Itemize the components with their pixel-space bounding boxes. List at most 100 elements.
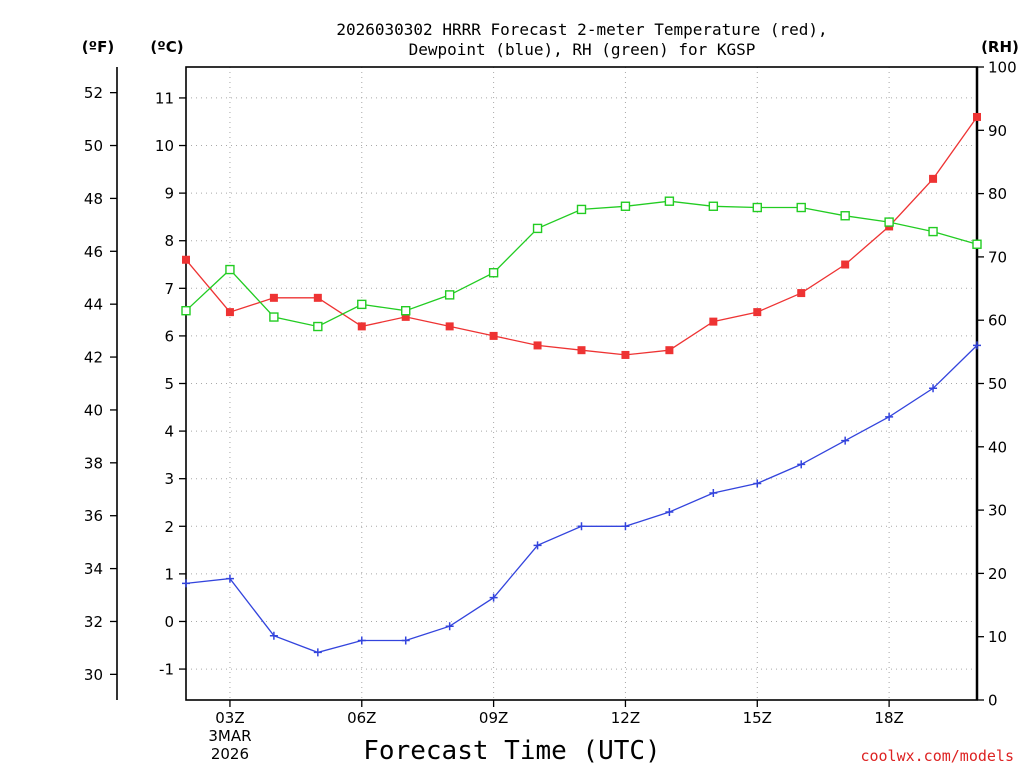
dewpoint-point	[577, 522, 586, 531]
temperature-point	[841, 260, 850, 269]
celsius-tick-label: 2	[164, 518, 174, 536]
gridlines	[186, 67, 977, 700]
dewpoint-point	[533, 541, 542, 550]
rh-tick-label: 50	[988, 375, 1007, 393]
rh-tick-label: 0	[988, 692, 998, 710]
dewpoint-point	[665, 508, 674, 517]
temperature-point	[973, 112, 981, 121]
dewpoint-point	[753, 479, 762, 488]
dewpoint-line	[185, 344, 978, 654]
rh-tick-label: 70	[988, 248, 1007, 266]
x-tick-sublabel: 3MAR	[208, 727, 251, 745]
dewpoint-point	[401, 636, 410, 645]
x-axis-label: Forecast Time (UTC)	[363, 736, 660, 766]
fahrenheit-unit-label: (ºF)	[82, 38, 114, 56]
fahrenheit-tick-label: 42	[84, 349, 103, 367]
dewpoint-point	[709, 488, 718, 497]
temperature-point	[357, 322, 366, 331]
temperature-point	[445, 322, 454, 331]
celsius-tick-label: -1	[159, 661, 174, 679]
fahrenheit-tick-label: 48	[84, 190, 103, 208]
celsius-tick-label: 8	[164, 232, 174, 250]
celsius-tick-label: 0	[164, 613, 174, 631]
x-tick-sublabel: 2026	[211, 745, 249, 763]
fahrenheit-tick-label: 44	[84, 296, 103, 314]
rh-point	[884, 217, 894, 227]
temperature-point	[753, 308, 762, 317]
celsius-unit-label: (ºC)	[150, 38, 183, 56]
dewpoint-point	[357, 636, 366, 645]
axes: 303234363840424446485052-101234567891011…	[84, 59, 1017, 764]
dewpoint-series	[182, 341, 981, 657]
rh-tick-label: 100	[988, 59, 1017, 77]
dewpoint-point	[885, 412, 894, 421]
celsius-tick-label: 11	[155, 89, 174, 107]
rh-series	[181, 196, 982, 332]
dewpoint-point	[445, 622, 454, 631]
celsius-tick-label: 10	[155, 137, 174, 155]
fahrenheit-tick-label: 34	[84, 560, 103, 578]
rh-unit-label: (RH)	[981, 38, 1019, 56]
fahrenheit-tick-label: 32	[84, 613, 103, 631]
temperature-point	[577, 346, 586, 355]
dewpoint-point	[973, 341, 981, 350]
rh-point	[313, 321, 323, 332]
fahrenheit-tick-label: 50	[84, 137, 103, 155]
rh-point	[488, 268, 499, 278]
rh-point	[972, 239, 982, 249]
fahrenheit-tick-label: 36	[84, 507, 103, 525]
rh-tick-label: 40	[988, 438, 1007, 456]
rh-point	[225, 264, 235, 275]
dewpoint-point	[313, 648, 322, 657]
chart-title-line-1: 2026030302 HRRR Forecast 2-meter Tempera…	[336, 20, 827, 39]
temperature-point	[709, 317, 718, 326]
dewpoint-point	[841, 436, 850, 445]
dewpoint-point	[797, 460, 806, 469]
rh-point	[928, 226, 938, 237]
celsius-tick-label: 1	[164, 565, 174, 583]
rh-point	[576, 204, 587, 215]
dewpoint-point	[929, 384, 938, 393]
temperature-point	[489, 331, 498, 340]
fahrenheit-tick-label: 30	[84, 666, 103, 684]
temperature-point	[225, 308, 234, 317]
rh-point	[664, 196, 675, 206]
celsius-tick-label: 4	[164, 423, 174, 441]
celsius-tick-label: 6	[164, 327, 174, 345]
rh-point	[357, 299, 367, 310]
fahrenheit-tick-label: 40	[84, 401, 103, 419]
temperature-point	[401, 312, 410, 321]
dewpoint-point	[269, 631, 278, 640]
dewpoint-point	[225, 574, 234, 583]
rh-point	[708, 201, 719, 211]
rh-point	[269, 312, 279, 322]
rh-tick-label: 80	[988, 185, 1007, 203]
temperature-point	[929, 174, 938, 183]
rh-point	[620, 201, 631, 211]
dewpoint-point	[489, 593, 498, 602]
rh-point	[401, 306, 411, 316]
rh-tick-label: 60	[988, 312, 1007, 330]
series-layer	[181, 112, 982, 657]
temperature-point	[797, 289, 806, 298]
temperature-line	[185, 116, 978, 356]
x-tick-label: 06Z	[347, 709, 376, 727]
fahrenheit-tick-label: 46	[84, 243, 103, 261]
rh-point	[840, 211, 850, 221]
rh-line	[185, 200, 978, 328]
temperature-point	[533, 341, 542, 350]
rh-tick-label: 20	[988, 565, 1007, 583]
x-tick-label: 09Z	[479, 709, 508, 727]
fahrenheit-tick-label: 52	[84, 84, 103, 102]
x-tick-label: 12Z	[611, 709, 640, 727]
credit-link[interactable]: coolwx.com/models	[860, 747, 1014, 765]
rh-point	[181, 306, 191, 316]
celsius-tick-label: 3	[164, 470, 174, 488]
temperature-point	[269, 293, 278, 302]
fahrenheit-tick-label: 38	[84, 454, 103, 472]
rh-tick-label: 30	[988, 502, 1007, 520]
rh-point	[444, 290, 455, 300]
temperature-point	[313, 293, 322, 302]
celsius-tick-label: 7	[164, 280, 174, 298]
